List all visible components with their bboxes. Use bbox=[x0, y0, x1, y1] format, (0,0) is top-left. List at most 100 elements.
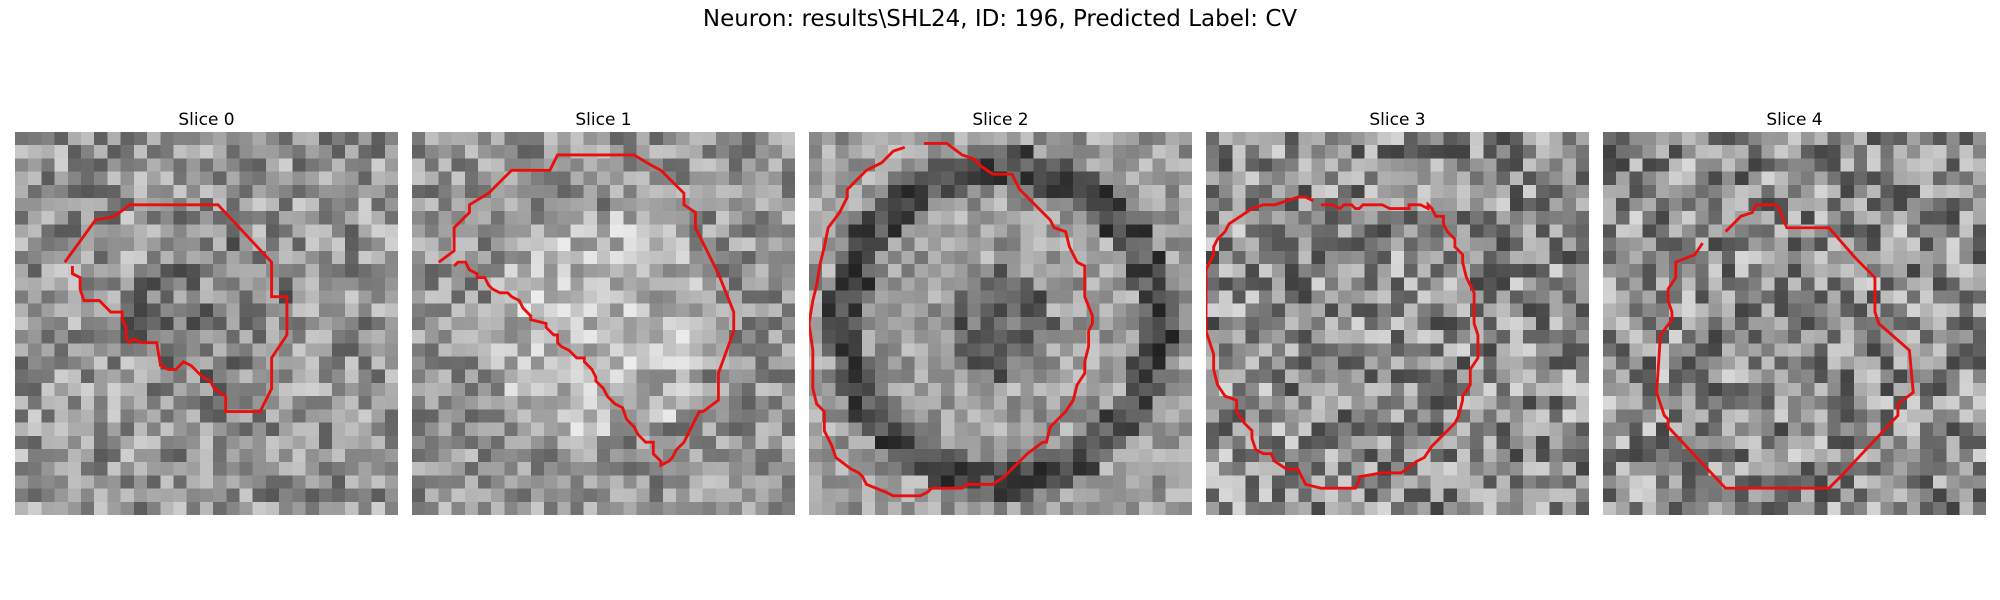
image-pixel bbox=[1206, 409, 1220, 423]
image-pixel bbox=[702, 382, 716, 397]
image-pixel bbox=[54, 369, 69, 384]
image-pixel bbox=[239, 237, 253, 252]
image-pixel bbox=[1139, 211, 1153, 225]
image-pixel bbox=[1430, 237, 1444, 252]
image-pixel bbox=[1761, 316, 1775, 331]
image-pixel bbox=[1575, 264, 1589, 278]
image-pixel bbox=[438, 184, 452, 199]
image-pixel bbox=[1721, 422, 1736, 436]
image-pixel bbox=[781, 343, 795, 357]
image-pixel bbox=[345, 343, 359, 357]
image-pixel bbox=[371, 290, 385, 304]
image-pixel bbox=[160, 343, 174, 357]
image-pixel bbox=[1575, 356, 1589, 370]
image-pixel bbox=[1046, 290, 1061, 304]
image-pixel bbox=[1007, 303, 1021, 318]
image-pixel bbox=[954, 396, 968, 410]
image-pixel bbox=[438, 475, 452, 489]
image-pixel bbox=[1549, 448, 1563, 463]
image-pixel bbox=[1245, 462, 1260, 476]
image-pixel bbox=[173, 435, 187, 450]
image-pixel bbox=[1748, 290, 1762, 304]
image-pixel bbox=[1311, 211, 1326, 225]
image-pixel bbox=[412, 184, 426, 199]
image-pixel bbox=[305, 171, 319, 186]
image-pixel bbox=[1946, 488, 1960, 502]
image-pixel bbox=[596, 290, 611, 304]
image-pixel bbox=[755, 422, 769, 436]
image-pixel bbox=[1735, 250, 1749, 265]
image-pixel bbox=[875, 237, 889, 252]
image-pixel bbox=[1814, 211, 1828, 225]
image-pixel bbox=[1219, 409, 1233, 423]
image-pixel bbox=[901, 435, 915, 450]
image-pixel bbox=[1682, 171, 1696, 186]
image-pixel bbox=[305, 277, 319, 291]
image-pixel bbox=[1603, 435, 1617, 450]
image-pixel bbox=[1377, 316, 1392, 331]
image-pixel bbox=[544, 369, 558, 384]
image-pixel bbox=[1575, 171, 1589, 186]
image-pixel bbox=[1404, 409, 1418, 423]
image-pixel bbox=[676, 290, 690, 304]
image-pixel bbox=[133, 356, 148, 370]
image-pixel bbox=[1258, 501, 1273, 515]
image-pixel bbox=[1099, 184, 1113, 199]
image-pixel bbox=[1311, 343, 1326, 357]
image-pixel bbox=[67, 303, 82, 318]
image-pixel bbox=[888, 316, 902, 331]
image-pixel bbox=[927, 448, 942, 463]
image-pixel bbox=[305, 211, 319, 225]
image-pixel bbox=[1603, 475, 1617, 489]
image-pixel bbox=[1748, 343, 1762, 357]
image-pixel bbox=[1351, 224, 1365, 238]
image-pixel bbox=[1682, 396, 1696, 410]
image-pixel bbox=[583, 290, 598, 304]
image-pixel bbox=[1893, 184, 1907, 199]
slice-title: Slice 2 bbox=[972, 110, 1029, 130]
image-pixel bbox=[1522, 475, 1537, 489]
image-pixel bbox=[570, 488, 584, 502]
image-pixel bbox=[54, 211, 69, 225]
image-pixel bbox=[1522, 462, 1537, 476]
image-pixel bbox=[1219, 171, 1233, 186]
image-pixel bbox=[941, 422, 955, 436]
image-pixel bbox=[464, 290, 479, 304]
image-pixel bbox=[848, 316, 863, 331]
image-pixel bbox=[107, 224, 121, 238]
image-pixel bbox=[1496, 184, 1510, 199]
image-pixel bbox=[1086, 409, 1100, 423]
image-pixel bbox=[81, 488, 95, 502]
image-pixel bbox=[491, 211, 505, 225]
image-pixel bbox=[1430, 277, 1444, 291]
image-pixel bbox=[1219, 316, 1233, 331]
image-pixel bbox=[1774, 158, 1789, 172]
image-pixel bbox=[954, 224, 968, 238]
image-pixel bbox=[1787, 462, 1802, 476]
image-pixel bbox=[557, 396, 571, 410]
image-pixel bbox=[1456, 448, 1471, 463]
image-pixel bbox=[1893, 316, 1907, 331]
image-pixel bbox=[715, 224, 730, 238]
image-pixel bbox=[1007, 264, 1021, 278]
image-pixel bbox=[1880, 409, 1894, 423]
image-pixel bbox=[1655, 422, 1670, 436]
image-pixel bbox=[120, 303, 135, 318]
image-pixel bbox=[1351, 132, 1365, 146]
image-pixel bbox=[1827, 171, 1841, 186]
image-pixel bbox=[596, 448, 611, 463]
image-pixel bbox=[1285, 316, 1299, 331]
image-pixel bbox=[623, 264, 637, 278]
image-pixel bbox=[173, 316, 187, 331]
image-pixel bbox=[1285, 290, 1299, 304]
image-pixel bbox=[120, 290, 135, 304]
image-pixel bbox=[544, 475, 558, 489]
image-pixel bbox=[1787, 132, 1802, 146]
image-pixel bbox=[491, 303, 505, 318]
image-pixel bbox=[1867, 171, 1881, 186]
image-pixel bbox=[1840, 145, 1855, 159]
image-pixel bbox=[1007, 316, 1021, 331]
image-pixel bbox=[451, 184, 466, 199]
image-pixel bbox=[1046, 237, 1061, 252]
image-pixel bbox=[1919, 369, 1934, 384]
